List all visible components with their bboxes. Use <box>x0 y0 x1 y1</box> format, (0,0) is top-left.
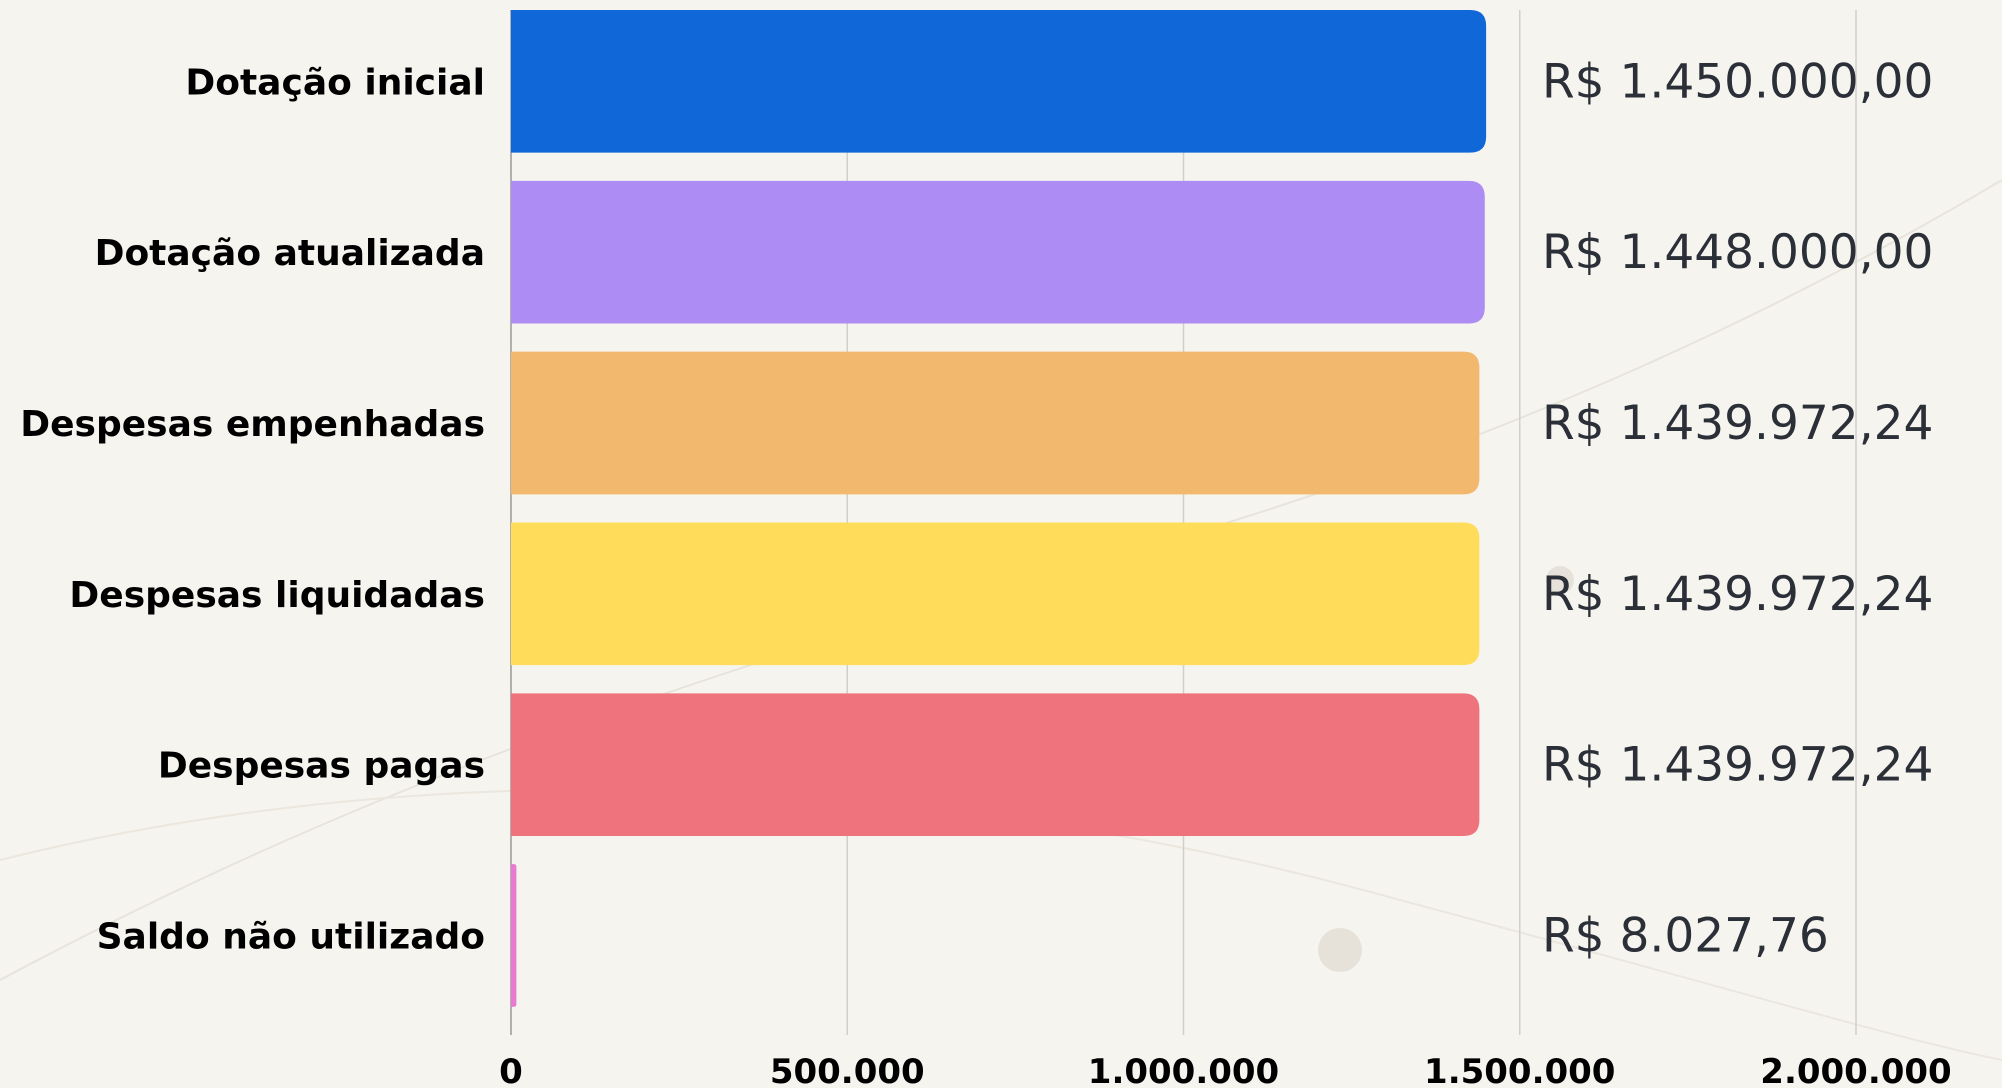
bar <box>511 864 517 1007</box>
x-axis-tick-labels: 0 500.000 1.000.000 1.500.000 2.000.000 <box>499 1052 1952 1088</box>
value-label: R$ 1.448.000,00 <box>1542 225 1933 280</box>
category-label: Dotação atualizada <box>95 233 485 274</box>
bars <box>511 10 1487 1007</box>
category-label: Despesas empenhadas <box>20 404 485 445</box>
bar <box>511 693 1480 836</box>
bar <box>511 10 1487 153</box>
x-tick-label: 1.500.000 <box>1424 1052 1615 1088</box>
x-tick-label: 0 <box>499 1052 523 1088</box>
x-tick-label: 500.000 <box>770 1052 925 1088</box>
bar <box>511 180 1485 324</box>
category-labels: Dotação inicial Dotação atualizada Despesa… <box>20 62 485 957</box>
value-label: R$ 8.027,76 <box>1542 908 1829 963</box>
category-label: Saldo não utilizado <box>97 916 485 957</box>
bar <box>511 522 1480 666</box>
category-label: Despesas liquidadas <box>69 575 485 616</box>
bar <box>511 351 1480 495</box>
value-label: R$ 1.439.972,24 <box>1542 738 1933 793</box>
category-label: Despesas pagas <box>158 746 485 787</box>
x-tick-label: 1.000.000 <box>1088 1052 1279 1088</box>
value-labels: R$ 1.450.000,00 R$ 1.448.000,00 R$ 1.439.9… <box>1542 54 1933 963</box>
value-label: R$ 1.439.972,24 <box>1542 567 1933 622</box>
category-label: Dotação inicial <box>185 62 485 103</box>
value-label: R$ 1.439.972,24 <box>1542 396 1933 451</box>
value-label: R$ 1.450.000,00 <box>1542 54 1933 109</box>
x-tick-label: 2.000.000 <box>1760 1052 1951 1088</box>
